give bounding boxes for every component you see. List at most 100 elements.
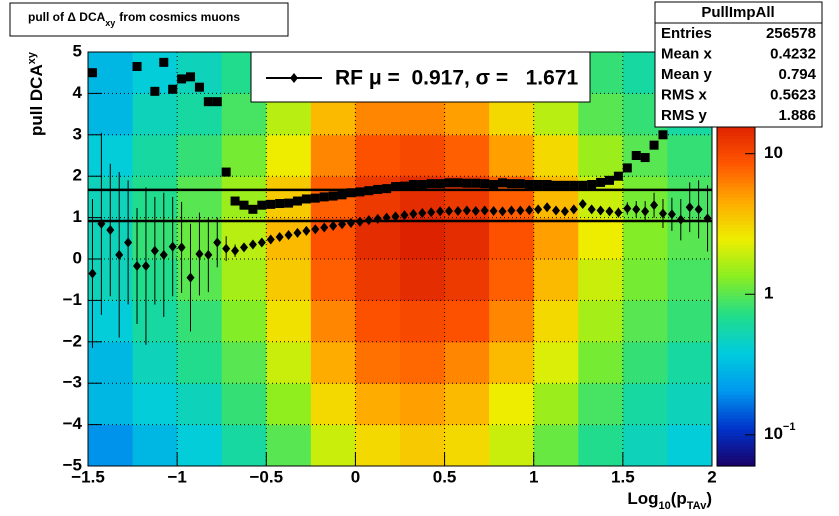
title-box [9,2,289,37]
colorbar-step [717,169,755,174]
diamond-marker [159,249,168,260]
diamond-marker [650,200,659,211]
x-label-part: ) [706,489,712,508]
heatmap-cell [221,341,267,384]
square-marker [417,179,427,189]
colorbar-step [717,339,755,344]
square-marker [168,84,178,94]
colorbar-step [717,319,755,324]
diamond-marker [88,268,97,279]
x-tick-label: 2 [707,467,716,486]
heatmap-cell [355,134,401,177]
square-marker [613,171,623,181]
square-marker [301,194,311,204]
colorbar-step [717,373,755,378]
square-marker [337,190,347,200]
heatmap-cell [132,383,178,426]
colorbar-step [717,360,755,365]
square-marker [212,97,222,107]
diamond-marker [418,208,427,219]
colorbar-step [717,377,755,382]
diamond-marker [133,261,142,272]
colorbar-step [717,281,755,286]
heatmap-cell [355,300,401,343]
colorbar-step [717,251,755,256]
heatmap-cell [578,134,624,177]
square-marker [203,97,213,107]
y-axis-label: pull DCAxy [26,51,47,136]
heatmap-cell [88,300,134,343]
heatmap-cell [667,259,712,301]
square-marker [159,57,169,67]
heatmap-cell [578,383,624,426]
heatmap-cell [444,424,490,466]
heatmap-cell [444,134,490,177]
heatmap-cell [310,134,356,177]
diamond-marker [436,206,445,217]
square-marker [462,178,472,188]
square-marker [275,199,285,209]
diamond-marker [186,272,195,283]
heatmap-cell [622,341,668,384]
colorbar-step [717,138,755,143]
heatmap-cell [444,259,490,301]
colorbar-step [717,390,755,395]
colorbar-step [717,459,755,464]
heatmap-cell [266,259,312,301]
diamond-marker [338,219,347,230]
colorbar-step [717,237,755,242]
heatmap-cell [88,424,134,466]
colorbar-step [717,421,755,426]
colorbar-step [717,196,755,201]
x-tick-label: 1.5 [611,467,635,486]
diamond-marker [552,205,560,216]
colorbar-step [717,462,755,467]
colorbar-step [717,220,755,225]
diamond-marker [614,207,623,218]
square-marker [292,196,302,206]
square-marker [239,200,249,210]
square-marker [355,187,365,197]
title-sub: xy [105,18,115,28]
colorbar-step [717,350,755,355]
square-marker [596,177,606,187]
diamond-marker [471,205,480,216]
diamond-marker [97,218,106,229]
diamond-marker [364,215,373,226]
colorbar-step [717,431,755,436]
colorbar-step [717,128,755,133]
colorbar-step [717,414,755,419]
colorbar-step [717,418,755,423]
colorbar-step [717,292,755,297]
heatmap-cell [489,424,535,466]
diamond-marker [141,261,150,272]
diamond-marker [302,225,311,236]
diamond-marker [480,205,489,216]
square-marker [569,180,579,190]
diamond-marker [115,249,124,260]
diamond-marker [560,206,569,217]
colorbar-step [717,394,755,399]
colorbar-step [717,247,755,252]
diamond-marker [168,241,177,252]
heatmap-cell [132,134,178,177]
stats-value: 256578 [766,25,816,42]
square-marker [658,130,668,140]
plot-area [88,52,712,466]
square-marker [399,181,409,191]
square-marker [435,179,445,189]
heatmap-cell [533,134,579,177]
heatmap-cell [489,217,535,260]
y-tick-label: −5 [63,455,82,474]
heatmap-cell [578,300,624,343]
heatmap-cell [400,341,446,384]
square-marker [533,179,543,189]
colorbar-step [717,254,755,259]
z-tick-label: 1 [764,284,773,303]
diamond-marker [222,243,231,254]
heatmap-cell [400,134,446,177]
colorbar-step [717,217,755,222]
diamond-marker [248,239,257,250]
square-marker [221,167,231,177]
